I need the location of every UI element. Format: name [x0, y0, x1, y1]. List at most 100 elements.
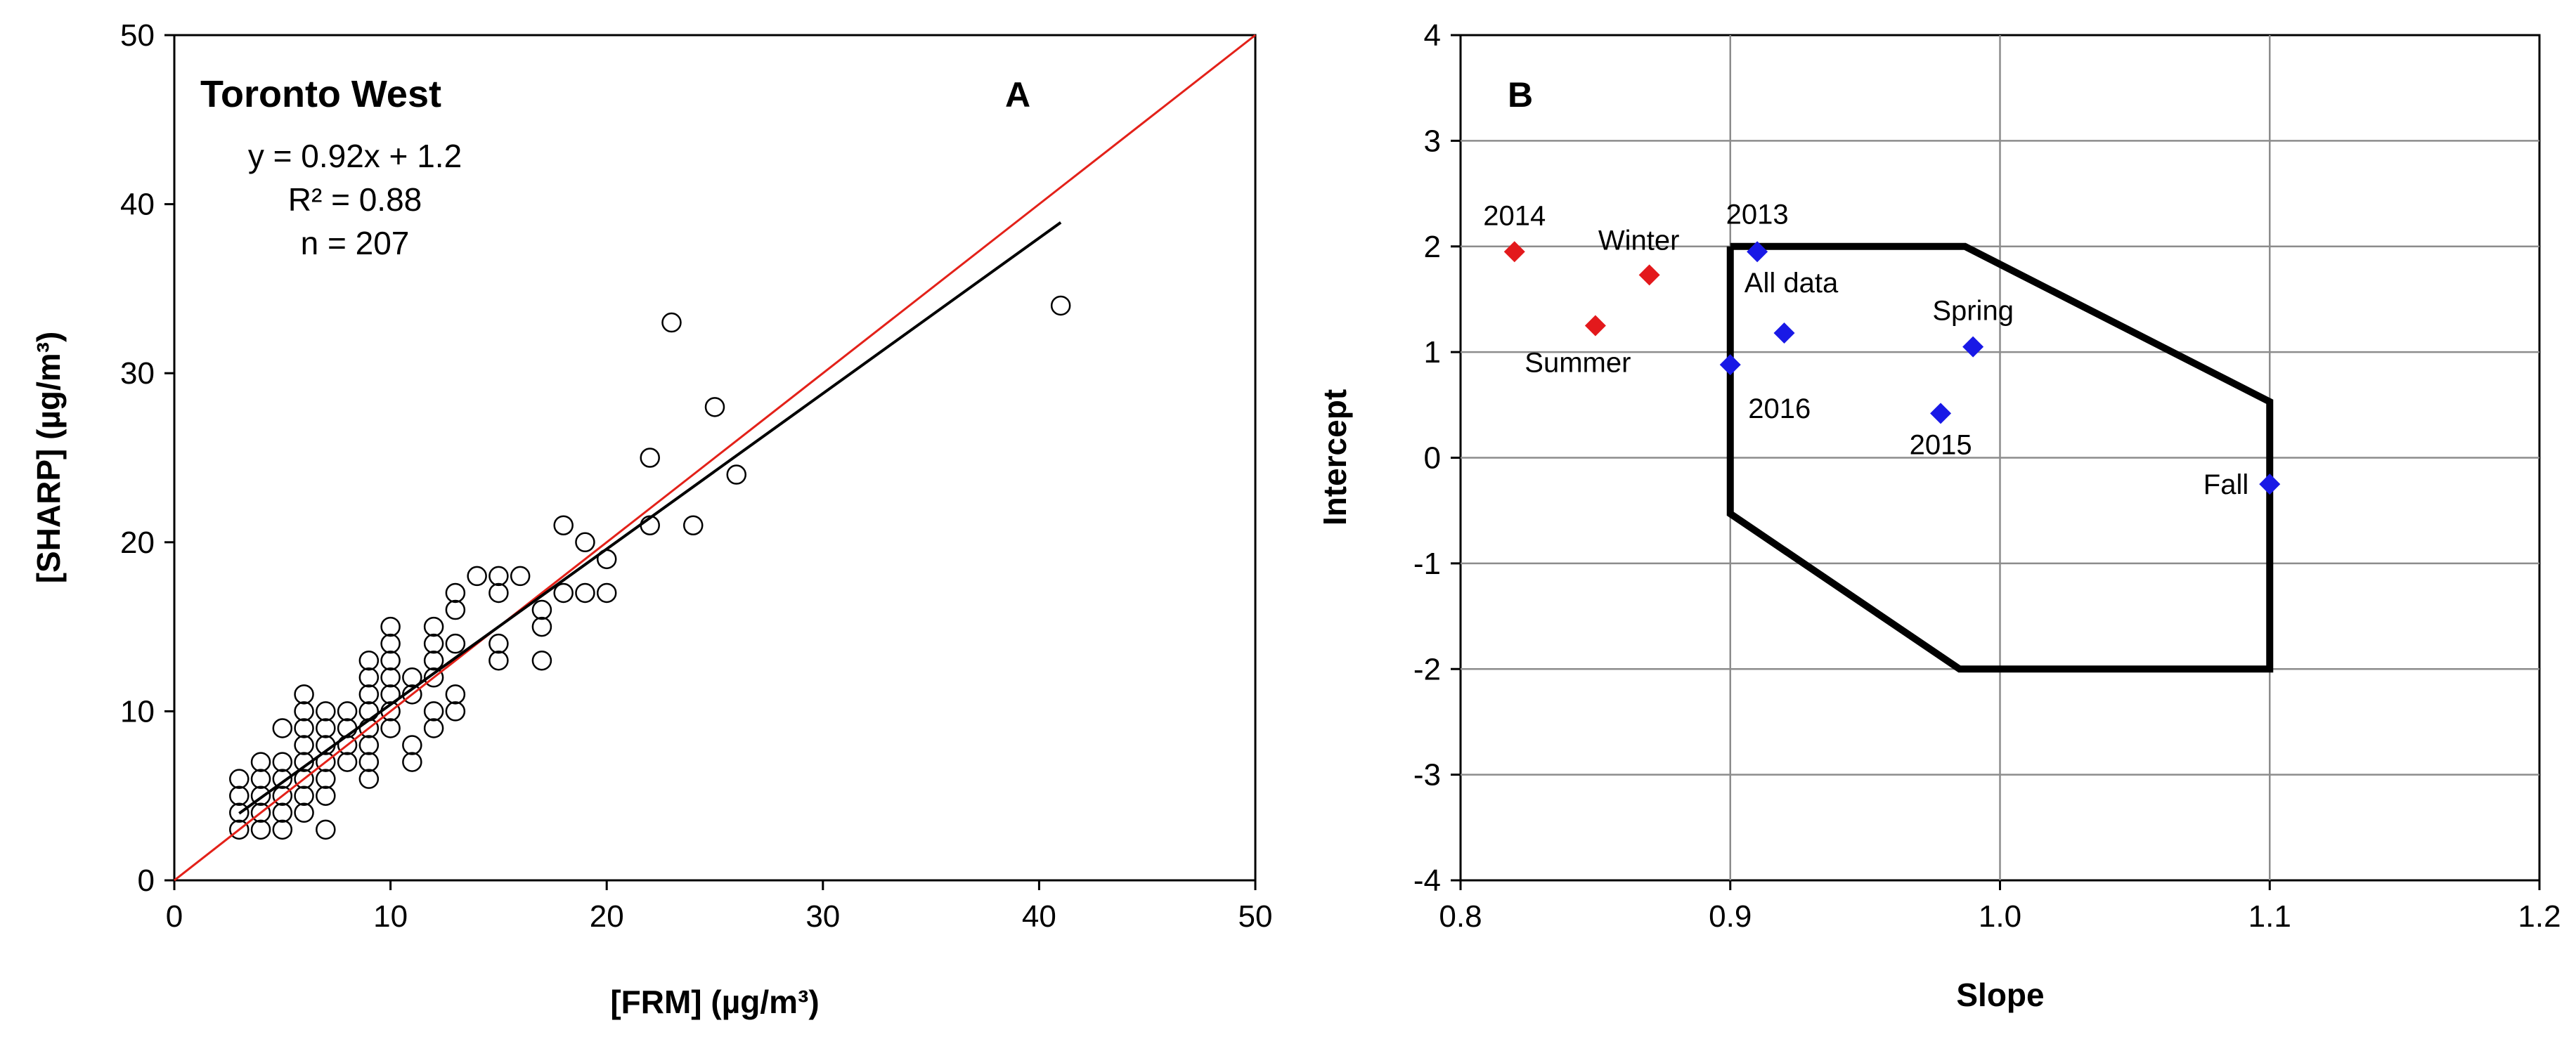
data-point: [380, 667, 401, 688]
marker-2013: [1747, 241, 1768, 263]
y-tick-label: 4: [1424, 18, 1441, 53]
y-tick-label: 3: [1424, 124, 1441, 158]
data-point: [445, 701, 466, 722]
y-tick-label: 0: [1424, 441, 1441, 476]
y-tick-label: -1: [1413, 547, 1441, 581]
data-point: [488, 566, 509, 587]
data-point: [380, 650, 401, 671]
data-point: [423, 633, 444, 654]
data-point: [704, 397, 725, 417]
data-point: [316, 785, 336, 806]
y-tick-label: -2: [1413, 652, 1441, 686]
data-point: [358, 735, 380, 755]
panel-a-letter: A: [1005, 75, 1030, 115]
y-tick-label: 10: [120, 694, 155, 729]
data-point: [316, 701, 336, 722]
data-point: [250, 785, 271, 806]
marker-spring: [1962, 336, 1984, 358]
panel-b-points: [1503, 241, 2281, 495]
data-point: [294, 802, 314, 823]
point-label: Spring: [1932, 296, 2014, 327]
data-point: [337, 752, 358, 772]
data-point: [229, 769, 250, 789]
fit-line: [238, 221, 1062, 815]
data-point: [358, 684, 380, 705]
panel-b-grid: [1461, 35, 2539, 880]
data-point: [272, 752, 293, 772]
fit-equation: y = 0.92x + 1.2: [248, 138, 462, 174]
data-point: [467, 566, 487, 587]
y-tick-label: 1: [1424, 335, 1441, 370]
data-point: [358, 769, 380, 789]
x-tick-label: 1.1: [2248, 899, 2291, 934]
marker-summer: [1584, 315, 1606, 337]
x-tick-label: 50: [1238, 899, 1273, 934]
panel-a-y-ticks: 0 10 20 30 40 50: [120, 18, 174, 898]
data-point: [272, 769, 293, 789]
data-point: [272, 718, 293, 738]
data-point: [337, 701, 358, 722]
data-point: [294, 684, 314, 705]
data-point: [272, 819, 293, 840]
data-point: [640, 448, 660, 468]
data-point: [229, 819, 250, 840]
marker-2014: [1503, 241, 1525, 263]
data-point: [272, 802, 293, 823]
data-point: [358, 752, 380, 772]
marker-2016: [1719, 354, 1741, 376]
data-point: [316, 819, 336, 840]
data-point: [358, 650, 380, 671]
data-point: [531, 650, 552, 671]
data-point: [423, 667, 444, 688]
data-point: [250, 752, 271, 772]
data-point: [575, 532, 595, 553]
data-point: [380, 633, 401, 654]
y-tick-label: 30: [120, 356, 155, 391]
panel-a-title: Toronto West: [200, 73, 441, 115]
data-point: [553, 582, 574, 604]
y-tick-label: 2: [1424, 230, 1441, 264]
point-label: Summer: [1525, 348, 1631, 379]
data-point: [445, 633, 466, 654]
data-point: [250, 819, 271, 840]
panel-a-x-ticks: 0 10 20 30 40 50: [166, 880, 1273, 934]
data-point: [682, 515, 704, 535]
panel-b-x-ticks: 0.8 0.9 1.0 1.1 1.2: [1439, 880, 2561, 934]
panel-a: 0 10 20 30 40 50 0 10 20 30 40 50 Toronto West A y…: [30, 18, 1272, 1020]
x-tick-label: 30: [805, 899, 840, 934]
x-tick-label: 1.2: [2518, 899, 2561, 934]
acceptance-region: [1726, 242, 2274, 673]
data-point: [316, 769, 336, 789]
data-point: [380, 718, 401, 738]
x-tick-label: 1.0: [1979, 899, 2021, 934]
x-tick-label: 0.9: [1709, 899, 1752, 934]
y-tick-label: -4: [1413, 863, 1441, 898]
data-point: [575, 582, 595, 604]
panel-a-x-axis-title: [FRM] (µg/m³): [610, 984, 819, 1020]
point-label: Fall: [2203, 469, 2248, 500]
x-tick-label: 0.8: [1439, 899, 1482, 934]
data-point: [423, 701, 444, 722]
r-squared: R² = 0.88: [288, 181, 422, 218]
x-tick-label: 0: [166, 899, 183, 934]
marker-winter: [1638, 264, 1660, 286]
data-point: [553, 515, 574, 535]
data-point: [250, 802, 271, 823]
data-point: [445, 599, 466, 620]
y-tick-label: -3: [1413, 758, 1441, 793]
x-tick-label: 10: [373, 899, 408, 934]
one-to-one-line: [174, 34, 1256, 882]
data-point: [726, 464, 747, 485]
data-point: [358, 667, 380, 688]
data-point: [445, 582, 466, 604]
marker-fall: [2259, 474, 2281, 495]
data-point: [488, 633, 509, 654]
y-tick-label: 40: [120, 188, 155, 222]
data-point: [294, 718, 314, 738]
data-point: [229, 785, 250, 806]
panel-b-point-labels: 2014 Winter Summer 2013 All data 2016 Spring 20…: [1483, 199, 2248, 500]
data-point: [423, 650, 444, 671]
data-point: [1050, 295, 1071, 316]
sample-count: n = 207: [301, 225, 410, 261]
data-point: [402, 667, 422, 688]
